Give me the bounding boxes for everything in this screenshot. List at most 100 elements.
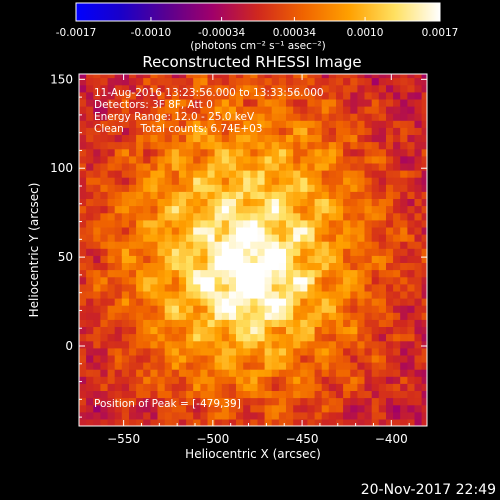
heatmap-cell [400,290,408,299]
heatmap-cell [271,376,280,384]
heatmap-cell [321,283,330,292]
heatmap-cell [100,248,109,256]
heatmap-cell [207,148,216,157]
heatmap-cell [321,184,330,192]
heatmap-cell [243,141,251,150]
heatmap-cell [343,127,351,135]
heatmap-cell [407,369,416,377]
heatmap-cell [178,298,187,306]
heatmap-cell [271,170,280,178]
heatmap-cell [421,333,427,342]
heatmap-cell [407,106,416,114]
heatmap-cell [200,305,209,313]
heatmap-cell [257,255,266,263]
heatmap-cell [371,326,380,335]
heatmap-cell [278,397,287,406]
heatmap-cell [214,418,223,426]
heatmap-cell [200,369,209,377]
heatmap-cell [278,120,287,128]
heatmap-cell [250,170,258,178]
heatmap-cell [271,84,280,93]
heatmap-cell [307,362,316,370]
heatmap-cell [250,411,258,420]
heatmap-cell [286,255,294,263]
heatmap-cell [150,369,159,377]
heatmap-cell [336,205,344,214]
heatmap-cell [171,106,180,114]
heatmap-cell [336,134,344,143]
heatmap-cell [357,362,366,370]
colorbar-ticks: -0.0017 -0.0010 -0.00034 0.00034 0.0010 0.001… [56,17,458,39]
heatmap-cell [171,84,180,93]
heatmap-cell [278,113,287,121]
heatmap-cell [271,74,280,79]
plot-timestamp: 20-Nov-2017 22:49 [360,482,496,498]
heatmap-cell [236,219,244,228]
heatmap-cell [357,255,366,263]
heatmap-cell [150,340,159,349]
heatmap-cell [278,283,287,292]
heatmap-cell [414,219,423,228]
heatmap-cell [164,241,173,249]
heatmap-cell [136,312,144,320]
heatmap-cell [93,369,101,377]
heatmap-cell [79,120,87,128]
heatmap-cell [378,219,387,228]
heatmap-cell [100,390,109,399]
heatmap-cell [343,106,351,114]
heatmap-cell [307,312,316,320]
heatmap-cell [236,84,244,93]
heatmap-cell [278,74,287,79]
heatmap-cell [321,383,330,391]
heatmap-cell [407,333,416,342]
heatmap-cell [243,113,251,121]
heatmap-cell [186,113,194,121]
heatmap-cell [278,177,287,185]
heatmap-cell [350,276,358,285]
heatmap-cell [114,283,123,292]
heatmap-cell [136,255,144,263]
heatmap-cell [200,74,209,79]
heatmap-cell [414,298,423,306]
heatmap-cell [286,162,294,171]
heatmap-cell [414,74,423,79]
heatmap-cell [300,312,308,320]
heatmap-cell [307,198,316,207]
heatmap-cell [157,347,166,356]
heatmap-cell [143,326,151,335]
heatmap-cell [364,383,373,391]
heatmap-cell [178,162,187,171]
heatmap-cell [164,269,173,278]
heatmap-cell [421,91,427,100]
heatmap-cell [364,84,373,93]
heatmap-cell [378,177,387,185]
heatmap-cell [407,305,416,313]
heatmap-cell [321,219,330,228]
heatmap-cell [93,198,101,207]
heatmap-cell [214,205,223,214]
heatmap-cell [321,397,330,406]
heatmap-cell [93,98,101,107]
heatmap-cell [407,226,416,235]
heatmap-cell [314,312,323,320]
heatmap-cell [243,369,251,377]
heatmap-cell [107,305,116,313]
heatmap-cell [86,134,94,143]
heatmap-cell [386,219,394,228]
heatmap-cell [300,155,308,164]
colorbar: -0.0017 -0.0010 -0.00034 0.00034 0.0010 0.001… [56,2,458,52]
heatmap-cell [121,298,130,306]
heatmap-cell [350,106,358,114]
heatmap-cell [178,127,187,135]
heatmap-cell [250,283,258,292]
heatmap-cell [307,84,316,93]
heatmap-cell [207,333,216,342]
heatmap-cell [86,226,94,235]
heatmap-cell [264,212,273,221]
heatmap-cell [186,162,194,171]
heatmap-cell [307,127,316,135]
heatmap-cell [136,106,144,114]
heatmap-cell [300,148,308,157]
heatmap-cell [421,184,427,192]
heatmap-cell [286,212,294,221]
